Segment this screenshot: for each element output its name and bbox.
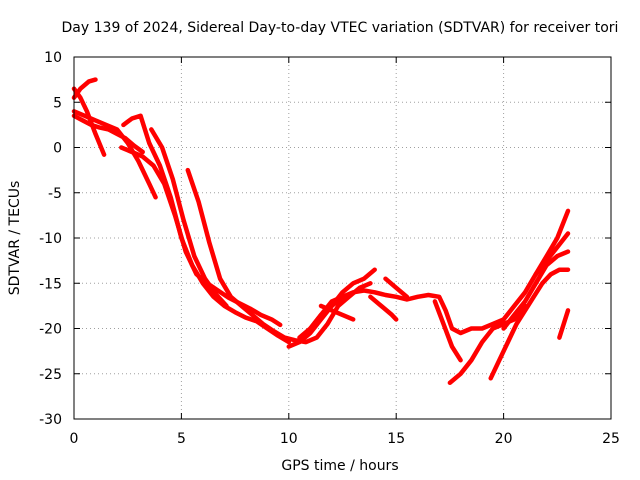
series-line-sat-l bbox=[318, 303, 356, 322]
x-axis-title: GPS time / hours bbox=[281, 458, 398, 474]
x-tick-label: 0 bbox=[70, 431, 79, 447]
series-line-sat-h bbox=[185, 167, 373, 345]
axis-ticks: 0 5 10 15 20 25 -30 -25 -20 -15 -10 -5 0 5 10 bbox=[39, 50, 620, 447]
series-group bbox=[71, 77, 571, 386]
series-line-sat-d bbox=[71, 77, 98, 100]
y-tick-label: 0 bbox=[53, 141, 62, 157]
y-tick-label: -30 bbox=[39, 412, 62, 428]
series-line-sat-c bbox=[71, 113, 145, 155]
series-line-sat-q bbox=[488, 267, 571, 381]
series-line-sat-i bbox=[286, 208, 571, 349]
y-tick-label: -10 bbox=[39, 231, 62, 247]
y-tick-label: -15 bbox=[39, 276, 62, 292]
x-tick-label: 25 bbox=[602, 431, 620, 447]
y-axis-title: SDTVAR / TECUs bbox=[7, 181, 23, 296]
y-tick-label: 5 bbox=[53, 95, 62, 111]
series-line-sat-n bbox=[383, 276, 410, 300]
chart-title: Day 139 of 2024, Sidereal Day-to-day VTE… bbox=[62, 20, 619, 36]
series-line-sat-r bbox=[501, 249, 571, 331]
series-line-sat-m bbox=[368, 294, 399, 322]
y-tick-label: -20 bbox=[39, 322, 62, 338]
series-line-sat-g bbox=[149, 127, 229, 309]
series-line-sat-t bbox=[557, 308, 571, 340]
x-tick-label: 5 bbox=[177, 431, 186, 447]
y-tick-label: -25 bbox=[39, 367, 62, 383]
x-tick-label: 15 bbox=[387, 431, 405, 447]
series-line-sat-s bbox=[533, 231, 571, 277]
series-line-sat-f bbox=[119, 145, 283, 328]
x-tick-label: 10 bbox=[280, 431, 298, 447]
y-tick-label: -5 bbox=[48, 186, 62, 202]
grid bbox=[74, 57, 611, 419]
series-line-sat-o bbox=[432, 299, 463, 363]
y-tick-label: 10 bbox=[44, 50, 62, 66]
x-tick-label: 20 bbox=[495, 431, 513, 447]
